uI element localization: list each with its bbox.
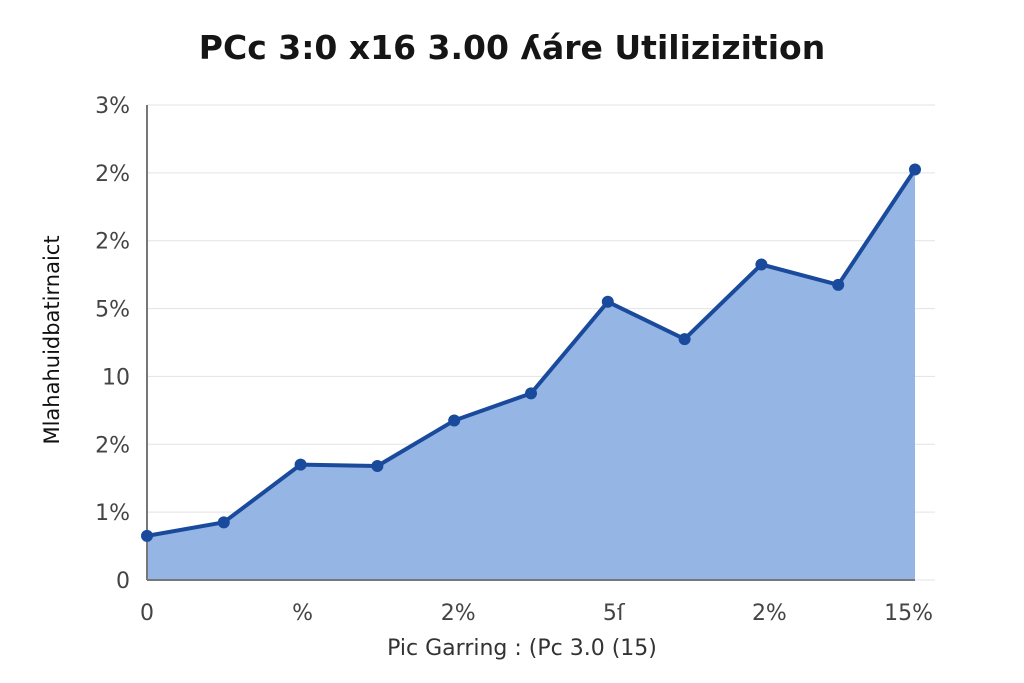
data-point (525, 387, 537, 400)
data-point (448, 414, 461, 427)
y-tick-label: 5% (95, 298, 130, 323)
x-tick-label: % (292, 601, 313, 626)
y-tick-label: 2% (95, 230, 130, 255)
y-tick-label: 2% (95, 162, 130, 187)
data-point (294, 458, 307, 471)
y-tick-label: 2% (95, 433, 130, 458)
data-point (141, 529, 153, 542)
chart-title: PCc 3:0 x16 3.00 ʎáre Utilizizition (198, 28, 826, 67)
data-point (217, 516, 230, 529)
y-tick-label: 10 (102, 365, 130, 390)
data-point (678, 333, 691, 346)
y-tick-labels: 0 1% 2% 10 5% 2% 2% 3% (95, 94, 130, 594)
data-point (832, 278, 845, 291)
data-point (601, 295, 614, 308)
x-axis-label: Pic Garring : (Pc 3.0 (15) (387, 636, 657, 661)
x-tick-label: 2% (752, 601, 787, 626)
x-tick-label: 15% (884, 601, 933, 626)
x-tick-label: 2% (441, 601, 476, 626)
y-tick-label: 0 (116, 569, 130, 594)
y-tick-label: 1% (95, 501, 130, 526)
x-tick-labels: 0% 2% 5ſ 2% 15% (140, 601, 933, 626)
x-tick-label: 0 (140, 601, 154, 626)
y-tick-label: 3% (95, 94, 130, 119)
data-points (141, 163, 921, 542)
x-tick-label: 5ſ (603, 601, 626, 626)
data-point (371, 460, 384, 472)
area-fill (147, 169, 915, 580)
data-point (755, 258, 768, 271)
data-point (909, 163, 921, 176)
